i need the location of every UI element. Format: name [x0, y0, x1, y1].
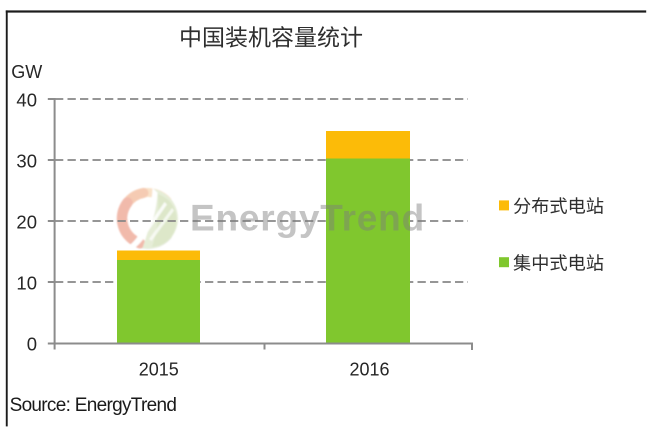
svg-text:2016: 2016	[349, 360, 389, 380]
svg-text:2015: 2015	[139, 360, 179, 380]
svg-text:GW: GW	[11, 62, 42, 82]
svg-text:Source: EnergyTrend: Source: EnergyTrend	[10, 395, 177, 416]
svg-text:20: 20	[16, 212, 37, 233]
svg-text:40: 40	[16, 90, 37, 111]
svg-text:EnergyTrend: EnergyTrend	[190, 198, 425, 239]
svg-text:10: 10	[16, 273, 37, 294]
svg-text:0: 0	[27, 334, 37, 355]
svg-text:30: 30	[16, 151, 37, 172]
